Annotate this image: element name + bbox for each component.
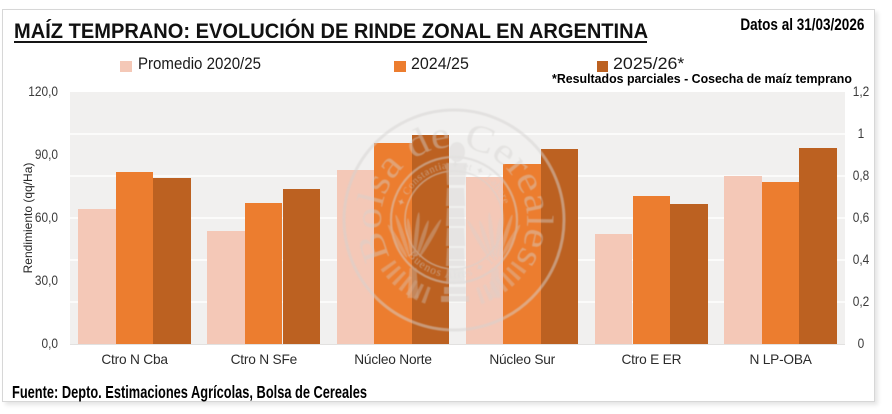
svg-text:✦ Constantia ✦ et ✦ Labore ✦: ✦ Constantia ✦ et ✦ Labore ✦ <box>0 0 512 208</box>
